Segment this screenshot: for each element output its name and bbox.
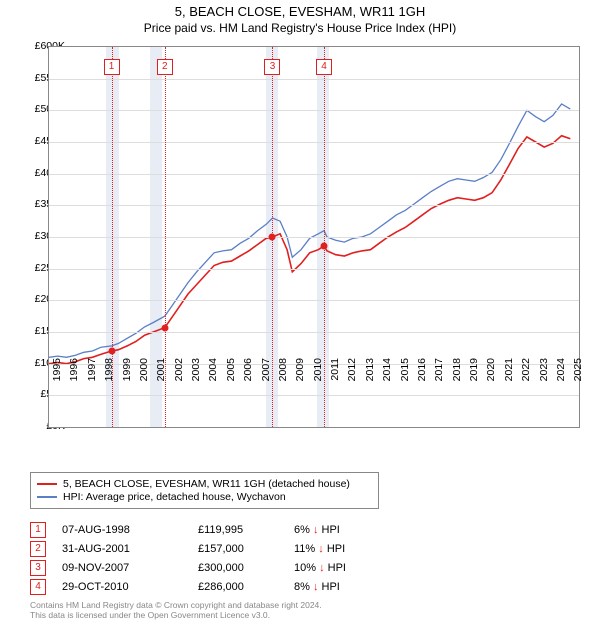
x-tick-label: 2007 <box>260 358 272 390</box>
x-tick-label: 2021 <box>503 358 515 390</box>
y-gridline <box>49 395 579 396</box>
x-tick-label: 2025 <box>572 358 584 390</box>
x-tick-label: 2008 <box>277 358 289 390</box>
event-marker: 4 <box>316 59 332 75</box>
x-tick-label: 2006 <box>242 358 254 390</box>
sales-date: 09-NOV-2007 <box>62 562 182 574</box>
y-gridline <box>49 300 579 301</box>
footer-line-2: This data is licensed under the Open Gov… <box>30 610 322 620</box>
sale-point-dot <box>269 234 276 241</box>
sales-row: 2 31-AUG-2001 £157,000 11% ↓ HPI <box>30 541 560 557</box>
sale-point-dot <box>161 324 168 331</box>
sales-table: 1 07-AUG-1998 £119,995 6% ↓ HPI 2 31-AUG-2001… <box>30 519 560 598</box>
x-tick-label: 2003 <box>190 358 202 390</box>
y-gridline <box>49 332 579 333</box>
legend-swatch <box>37 496 57 498</box>
x-tick-label: 2018 <box>451 358 463 390</box>
sales-marker: 3 <box>30 560 46 576</box>
x-tick-label: 2019 <box>468 358 480 390</box>
series-line <box>49 136 570 364</box>
sales-row: 1 07-AUG-1998 £119,995 6% ↓ HPI <box>30 522 560 538</box>
x-tick-label: 2000 <box>138 358 150 390</box>
x-tick-label: 2004 <box>207 358 219 390</box>
sales-date: 31-AUG-2001 <box>62 543 182 555</box>
event-line <box>324 47 325 427</box>
sales-diff: 10% ↓ HPI <box>294 562 394 574</box>
down-arrow-icon: ↓ <box>313 524 319 536</box>
legend-item: 5, BEACH CLOSE, EVESHAM, WR11 1GH (detac… <box>37 478 372 490</box>
y-gridline <box>49 110 579 111</box>
x-tick-label: 1995 <box>51 358 63 390</box>
down-arrow-icon: ↓ <box>318 543 324 555</box>
sales-date: 29-OCT-2010 <box>62 581 182 593</box>
legend-swatch <box>37 483 57 485</box>
x-tick-label: 2023 <box>538 358 550 390</box>
legend-label: HPI: Average price, detached house, Wych… <box>63 491 286 503</box>
x-tick-label: 1998 <box>103 358 115 390</box>
y-gridline <box>49 237 579 238</box>
y-gridline <box>49 269 579 270</box>
sales-price: £119,995 <box>198 524 278 536</box>
down-arrow-icon: ↓ <box>319 562 325 574</box>
sales-price: £157,000 <box>198 543 278 555</box>
x-tick-label: 2010 <box>312 358 324 390</box>
sales-diff: 6% ↓ HPI <box>294 524 394 536</box>
sales-price: £286,000 <box>198 581 278 593</box>
sales-marker: 2 <box>30 541 46 557</box>
legend-item: HPI: Average price, detached house, Wych… <box>37 491 372 503</box>
y-gridline <box>49 205 579 206</box>
event-marker: 1 <box>104 59 120 75</box>
sales-diff: 8% ↓ HPI <box>294 581 394 593</box>
sales-price: £300,000 <box>198 562 278 574</box>
sales-marker: 4 <box>30 579 46 595</box>
chart-title: 5, BEACH CLOSE, EVESHAM, WR11 1GH <box>0 4 600 19</box>
y-gridline <box>49 174 579 175</box>
x-tick-label: 2022 <box>520 358 532 390</box>
x-tick-label: 2017 <box>433 358 445 390</box>
y-gridline <box>49 79 579 80</box>
x-tick-label: 2005 <box>225 358 237 390</box>
x-tick-label: 1997 <box>86 358 98 390</box>
chart-subtitle: Price paid vs. HM Land Registry's House … <box>0 21 600 35</box>
down-arrow-icon: ↓ <box>313 581 319 593</box>
x-tick-label: 2024 <box>555 358 567 390</box>
x-tick-label: 2001 <box>155 358 167 390</box>
x-tick-label: 1996 <box>68 358 80 390</box>
y-gridline <box>49 142 579 143</box>
footer-text: Contains HM Land Registry data © Crown c… <box>30 600 322 620</box>
sales-row: 4 29-OCT-2010 £286,000 8% ↓ HPI <box>30 579 560 595</box>
x-tick-label: 2020 <box>485 358 497 390</box>
x-tick-label: 2012 <box>346 358 358 390</box>
footer-line-1: Contains HM Land Registry data © Crown c… <box>30 600 322 610</box>
sales-diff: 11% ↓ HPI <box>294 543 394 555</box>
chart-legend: 5, BEACH CLOSE, EVESHAM, WR11 1GH (detac… <box>30 472 379 509</box>
sale-point-dot <box>108 348 115 355</box>
x-tick-label: 2016 <box>416 358 428 390</box>
x-tick-label: 2014 <box>381 358 393 390</box>
x-tick-label: 2013 <box>364 358 376 390</box>
event-marker: 3 <box>264 59 280 75</box>
x-tick-label: 2015 <box>399 358 411 390</box>
sales-row: 3 09-NOV-2007 £300,000 10% ↓ HPI <box>30 560 560 576</box>
sale-point-dot <box>321 242 328 249</box>
x-tick-label: 2009 <box>294 358 306 390</box>
x-tick-label: 2002 <box>173 358 185 390</box>
x-tick-label: 2011 <box>329 358 341 390</box>
sales-date: 07-AUG-1998 <box>62 524 182 536</box>
sales-marker: 1 <box>30 522 46 538</box>
event-marker: 2 <box>157 59 173 75</box>
x-tick-label: 1999 <box>121 358 133 390</box>
legend-label: 5, BEACH CLOSE, EVESHAM, WR11 1GH (detac… <box>63 478 350 490</box>
